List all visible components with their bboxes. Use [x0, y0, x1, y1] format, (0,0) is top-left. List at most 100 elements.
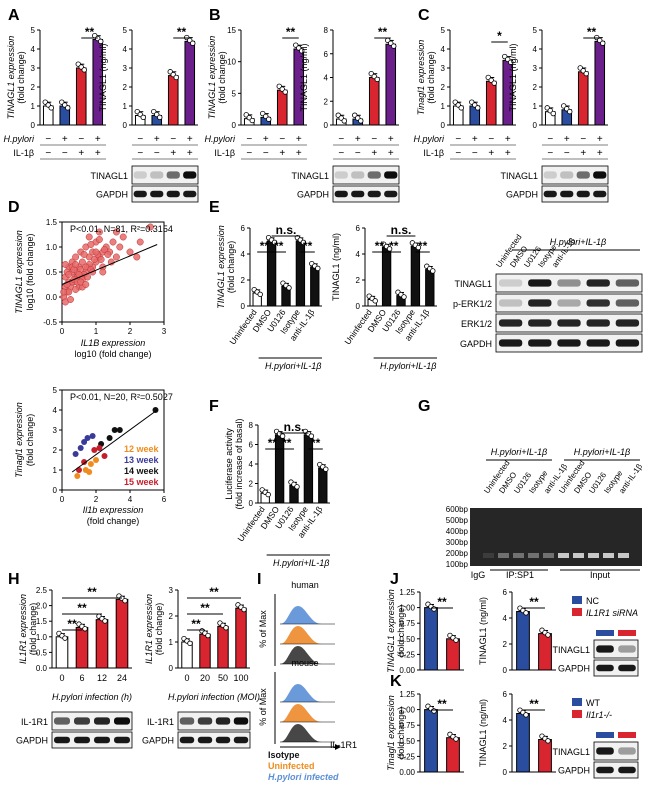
a-c1-bar [75, 67, 87, 126]
j-c1-ylabel: TINAGL1 expression [386, 589, 396, 673]
h-c1-point [122, 598, 128, 604]
e-c1-sig-label: ** [274, 239, 284, 253]
g-ladder-label: 200bp [446, 549, 469, 558]
h-gapdhb-blot-band [233, 736, 249, 744]
e-c2-ytick-label: 4 [356, 250, 361, 259]
j-c2-ylabel: TINAGL1 (ng/ml) [478, 597, 488, 665]
h-c1-ytick-label: 1.0 [36, 633, 48, 642]
h-il1r1b-blot-band [233, 717, 249, 725]
d-scatter2-frame [61, 389, 165, 491]
a-c2-sig-label: ** [177, 25, 187, 39]
h-gapdha-blot-label: GAPDH [16, 736, 48, 746]
g-gel-band [573, 553, 584, 558]
e-erk-blot-label: ERK1/2 [461, 319, 492, 329]
h-x2-label: 50 [218, 673, 228, 683]
h-c2-point [187, 640, 193, 647]
a-c2-ytick-label: 5 [123, 26, 128, 35]
k-c2-ytick-label: 2 [503, 742, 508, 751]
h-il1r1a-blot-band [94, 717, 110, 725]
i-legend-item: H.pylori infected [268, 772, 339, 782]
b-c2-bar [368, 77, 380, 126]
b-tinagl1-blot-band [367, 171, 381, 179]
e-c1-point [300, 239, 307, 246]
d-scatter2-point [74, 473, 81, 479]
j-gapdh-blot-label: GAPDH [558, 664, 590, 674]
h-c2-point [223, 625, 229, 631]
b-gapdh-blot-band [351, 190, 365, 198]
j-legend-item: NC [586, 596, 599, 606]
i-mouse-peak [280, 684, 322, 702]
h-c1-point [62, 635, 68, 641]
panel-letter-f: F [209, 398, 219, 415]
c-gapdh-blot-band [560, 190, 574, 198]
d-scatter1-point [78, 258, 86, 266]
k-c2-bar [516, 713, 530, 773]
a-c1-ytick-label: 2 [31, 83, 36, 92]
h-gapdhb-blot-band [179, 736, 195, 744]
a-tinagl1-blot-label: TINAGL1 [90, 171, 128, 181]
c-row1-treat-minus: − [488, 134, 494, 145]
c-row1-treat-plus: + [488, 148, 494, 159]
b-c1-ylabel: TINAGL1 expression [207, 36, 217, 120]
d-scatter1-point [60, 288, 68, 296]
k-c1-ytick-label: 0.25 [399, 752, 415, 761]
d-scatter1-point [72, 286, 80, 293]
a-c2-bar [184, 40, 196, 126]
il1b-row-label: IL-1β [214, 148, 235, 158]
b-row1-treat-minus: − [246, 134, 252, 145]
h-c2-sig-label: ** [191, 617, 201, 631]
a-gapdh-blot-frame [131, 185, 199, 203]
k-c2-ytick-label: 6 [503, 690, 508, 699]
c-tinagl1-blot-band [593, 171, 607, 179]
b-c2-sig-label: ** [378, 25, 388, 39]
j-lane-color [618, 630, 636, 636]
a-tinagl1-blot-band [150, 171, 164, 179]
k-c2-point [523, 712, 529, 718]
c-c2-point [600, 40, 606, 46]
e-tinagl1-blot-band [615, 279, 640, 287]
c-c2-ylabel: TINAGL1 (ng/ml) [508, 43, 518, 111]
d-scatter2-xtick-label: 4 [128, 495, 133, 504]
k-c1-point [453, 736, 459, 742]
d-scatter2-point [87, 461, 94, 467]
g-group-label2: H.pylori+IL-1β [574, 447, 630, 457]
c-c1-ytick-label: 1 [441, 102, 446, 111]
c-tinagl1-blot-band [576, 171, 590, 179]
f-c1-ytick-label: 4 [249, 460, 254, 469]
i-legend-item: Uninfected [268, 761, 315, 771]
c-row1-treat-minus: − [455, 148, 461, 159]
b-c2-ylabel: TINAGL1 (ng/ml) [299, 43, 309, 111]
d-xlabel1: IL1B expression [81, 338, 146, 348]
h-c1-bar [95, 619, 109, 669]
b-row2-treat-plus: + [388, 148, 394, 159]
h-c1-ytick-label: 1.5 [36, 617, 48, 626]
h-c2-ytick-label: 2 [169, 612, 174, 621]
k-c1-ytick-label: 0.50 [399, 737, 415, 746]
g-gel-band [543, 553, 554, 558]
e-blot-group-label: H.pylori+IL-1β [550, 237, 606, 247]
d-scatter2-point [81, 459, 88, 465]
k-legend-item: WT [586, 698, 600, 708]
d-xlabel2b: (fold change) [87, 516, 140, 526]
g-group-label1: H.pylori+IL-1β [491, 447, 547, 457]
b-c2-point [374, 76, 380, 83]
c-tinagl1-blot-band [560, 171, 574, 179]
c-tinagl1-blot-band [543, 171, 557, 179]
b-row2-treat-minus: − [338, 148, 344, 159]
panel-letter-k: K [390, 673, 402, 690]
i-human-ylabel: % of Max [258, 610, 268, 648]
e-perk-blot-band [498, 299, 523, 307]
i-human-peak [280, 646, 322, 664]
g-ladder-label: 100bp [446, 560, 469, 569]
h-il1r1b-blot-band [215, 717, 231, 725]
b-row2-treat-plus: + [355, 134, 361, 145]
f-c1-point [265, 491, 271, 498]
d-scatter2-point [77, 445, 84, 451]
b-c1-bar [276, 89, 288, 126]
d-scatter1-ytick-label: 0.0 [46, 293, 58, 302]
d-scatter2-xtick-label: 6 [162, 495, 167, 504]
k-c2-sig-label: ** [529, 697, 539, 711]
d-ylabel2b: (fold change) [25, 414, 35, 467]
f-c1-point [308, 433, 315, 439]
h-il1r1b-blot-label: IL-1R1 [147, 717, 174, 727]
